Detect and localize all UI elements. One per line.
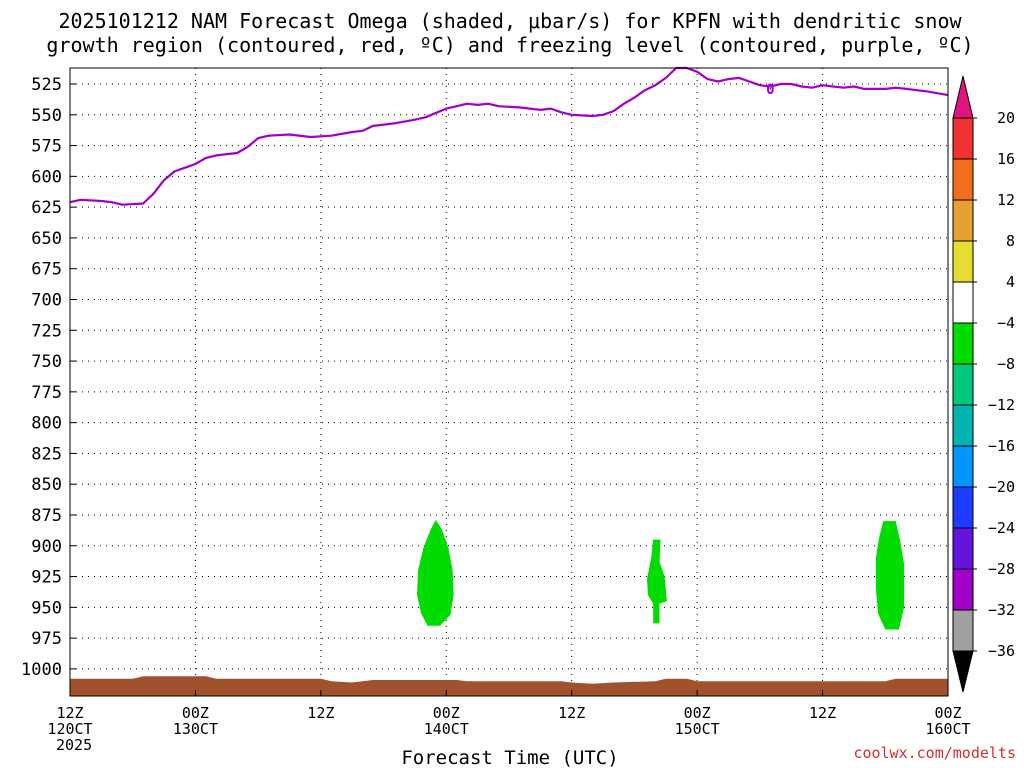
- colorbar-label-6: −8: [997, 355, 1015, 373]
- x-tick-label-0-1: 12Z: [56, 704, 83, 722]
- omega-region-3: [875, 521, 905, 630]
- colorbar-box-8: [952, 404, 974, 447]
- grid-lines: [69, 68, 949, 696]
- y-tick-label-925: 925: [31, 568, 62, 588]
- colorbar-box-7: [952, 363, 974, 406]
- colorbar-top-triangle: [952, 75, 974, 119]
- colorbar-box-11: [952, 527, 974, 570]
- y-tick-label-600: 600: [31, 167, 62, 187]
- freezing-level-line: [69, 66, 949, 206]
- x-tick-label-36-1: 00Z: [433, 704, 460, 722]
- colorbar-box-4: [952, 240, 974, 283]
- x-tick-label-72-1: 12Z: [809, 704, 836, 722]
- colorbar-box-13: [952, 609, 974, 652]
- colorbar-box-2: [952, 158, 974, 201]
- x-tick-label-0-3: 2025: [56, 736, 92, 754]
- y-tick-label-900: 900: [31, 537, 62, 557]
- x-tick-label-84-2: 160CT: [925, 720, 970, 738]
- x-tick-label-0-2: 120CT: [47, 720, 92, 738]
- colorbar-label-9: −20: [988, 478, 1015, 496]
- colorbar-box-6: [952, 322, 974, 365]
- colorbar-label-4: 4: [1006, 273, 1015, 291]
- colorbar-label-5: −4: [997, 314, 1015, 332]
- y-tick-label-775: 775: [31, 383, 62, 403]
- colorbar-box-5: [952, 281, 974, 324]
- colorbar-box-3: [952, 199, 974, 242]
- x-tick-label-60-2: 150CT: [675, 720, 720, 738]
- colorbar-box-1: [952, 117, 974, 160]
- colorbar-label-0: 20: [997, 109, 1015, 127]
- omega-region-1: [417, 519, 454, 626]
- colorbar-label-11: −28: [988, 560, 1015, 578]
- surface-terrain: [70, 676, 948, 696]
- colorbar-label-3: 8: [1006, 232, 1015, 250]
- chart-title: 2025101212 NAM Forecast Omega (shaded, μ…: [58, 9, 962, 33]
- y-tick-label-575: 575: [31, 137, 62, 157]
- colorbar-bottom-triangle: [952, 650, 974, 693]
- colorbar-label-10: −24: [988, 519, 1015, 537]
- y-tick-label-650: 650: [31, 229, 62, 249]
- y-tick-label-525: 525: [31, 75, 62, 95]
- y-tick-label-700: 700: [31, 290, 62, 310]
- colorbar-box-10: [952, 486, 974, 529]
- x-axis-label: Forecast Time (UTC): [401, 747, 618, 768]
- y-tick-label-750: 750: [31, 352, 62, 372]
- freezing-level-layer: 0: [69, 66, 949, 206]
- y-tick-label-975: 975: [31, 629, 62, 649]
- x-tick-label-24-1: 12Z: [307, 704, 334, 722]
- x-tick-label-12-2: 130CT: [173, 720, 218, 738]
- y-tick-label-625: 625: [31, 198, 62, 218]
- y-tick-label-825: 825: [31, 444, 62, 464]
- x-tick-label-84-1: 00Z: [934, 704, 961, 722]
- y-tick-label-675: 675: [31, 260, 62, 280]
- y-tick-label-950: 950: [31, 598, 62, 618]
- x-tick-label-60-1: 00Z: [684, 704, 711, 722]
- y-tick-label-875: 875: [31, 506, 62, 526]
- omega-region-2: [647, 539, 667, 624]
- colorbar-label-2: 12: [997, 191, 1015, 209]
- surface-terrain-layer: [70, 676, 948, 696]
- y-tick-label-725: 725: [31, 321, 62, 341]
- x-tick-label-12-1: 00Z: [182, 704, 209, 722]
- colorbar-label-1: 16: [997, 150, 1015, 168]
- chart-subtitle: growth region (contoured, red, ºC) and f…: [46, 33, 973, 57]
- y-tick-label-850: 850: [31, 475, 62, 495]
- omega-shading-layer: [417, 519, 905, 630]
- freezing-level-label: 0: [766, 82, 774, 98]
- colorbar-label-7: −12: [988, 396, 1015, 414]
- colorbar-box-9: [952, 445, 974, 488]
- color-bar: 20 16 12 8 4 −4 −8 −12 −16 −20 −24 −28 −32 −36: [952, 75, 1015, 693]
- plot-frame: [69, 67, 949, 697]
- credit-text: coolwx.com/modelts: [853, 744, 1016, 762]
- y-tick-label-1000: 1000: [21, 660, 62, 680]
- colorbar-label-12: −32: [988, 601, 1015, 619]
- x-tick-label-48-1: 12Z: [558, 704, 585, 722]
- colorbar-box-12: [952, 568, 974, 611]
- y-tick-label-550: 550: [31, 106, 62, 126]
- colorbar-label-13: −36: [988, 642, 1015, 660]
- y-axis-ticks: 525 550 575 600 625 650 675 700 725 750 775 800 825 8…: [21, 75, 76, 680]
- y-tick-label-800: 800: [31, 414, 62, 434]
- colorbar-label-8: −16: [988, 437, 1015, 455]
- x-tick-label-36-2: 140CT: [424, 720, 469, 738]
